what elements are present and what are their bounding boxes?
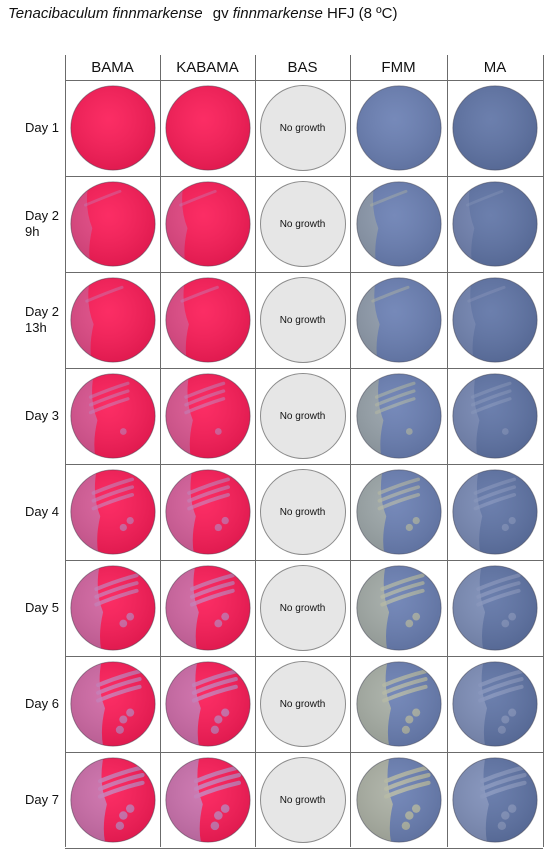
grid-vline [447,55,448,847]
grid-hline [65,464,543,465]
title-gv-name: finnmarkense [232,5,323,22]
plate-bama-day [69,661,156,747]
title-strain-temp: HFJ (8 ºC) [326,5,398,22]
plate-bama-day [69,469,156,555]
grid-vline [350,55,351,847]
plate-fmm-day [355,85,442,171]
grid-hline [65,368,543,369]
no-growth-label: No growth [279,698,326,710]
no-growth-label: No growth [279,794,326,806]
grid-hline [65,848,543,849]
plate-bama-day [69,277,156,363]
row-label: Day 2 9h [25,208,59,239]
plate-bas-day: No growth [259,277,346,363]
plate-kabama-day [164,85,251,171]
plate-ma-day [452,757,538,843]
grid-hline [65,176,543,177]
no-growth-label: No growth [279,122,326,134]
plate-bas-day: No growth [259,757,346,843]
no-growth-label: No growth [279,218,326,230]
title-gv-prefix: gv [212,5,229,22]
plate-ma-day [452,373,538,459]
grid-hline [65,80,543,81]
plate-bama-day [69,181,156,267]
plate-fmm-day [355,757,442,843]
plate-kabama-day [164,373,251,459]
row-label: Day 1 [25,120,59,135]
row-label: Day 5 [25,600,59,615]
column-header-fmm: FMM [381,59,416,76]
grid-hline [65,560,543,561]
row-label: Day 4 [25,504,59,519]
column-header-ma: MA [483,59,507,76]
plate-bama-day [69,757,156,843]
plate-fmm-day [355,181,442,267]
plate-bas-day: No growth [259,661,346,747]
plate-fmm-day [355,565,442,651]
plate-bama-day [69,373,156,459]
grid-vline [255,55,256,847]
no-growth-label: No growth [279,314,326,326]
grid-vline [65,55,66,847]
no-growth-label: No growth [279,506,326,518]
title-species: Tenacibaculum finnmarkense [8,5,203,22]
grid-hline [65,752,543,753]
plate-kabama-day [164,277,251,363]
column-header-kabama: KABAMA [176,59,239,76]
row-label: Day 2 13h [25,304,59,335]
row-label: Day 3 [25,408,59,423]
row-label: Day 7 [25,792,59,807]
plate-kabama-day [164,181,251,267]
plate-ma-day [452,181,538,267]
grid-vline [160,55,161,847]
plate-fmm-day [355,469,442,555]
row-label: Day 6 [25,696,59,711]
plate-fmm-day [355,277,442,363]
plate-fmm-day [355,373,442,459]
plate-ma-day [452,661,538,747]
plate-bas-day: No growth [259,469,346,555]
grid-hline [65,272,543,273]
plate-ma-day [452,277,538,363]
plate-ma-day [452,469,538,555]
figure-title: Tenacibaculum finnmarkense gv finnmarken… [8,4,397,24]
plate-kabama-day [164,565,251,651]
plate-ma-day [452,85,538,171]
plate-bas-day: No growth [259,565,346,651]
no-growth-label: No growth [279,602,326,614]
column-header-bas: BAS [287,59,318,76]
plate-bama-day [69,565,156,651]
plate-bama-day [69,85,156,171]
plate-grid [65,55,544,849]
plate-bas-day: No growth [259,373,346,459]
plate-fmm-day [355,661,442,747]
plate-kabama-day [164,757,251,843]
grid-vline [543,55,544,847]
no-growth-label: No growth [279,410,326,422]
column-header-bama: BAMA [91,59,134,76]
plate-ma-day [452,565,538,651]
plate-bas-day: No growth [259,85,346,171]
grid-hline [65,656,543,657]
plate-kabama-day [164,661,251,747]
plate-kabama-day [164,469,251,555]
plate-bas-day: No growth [259,181,346,267]
